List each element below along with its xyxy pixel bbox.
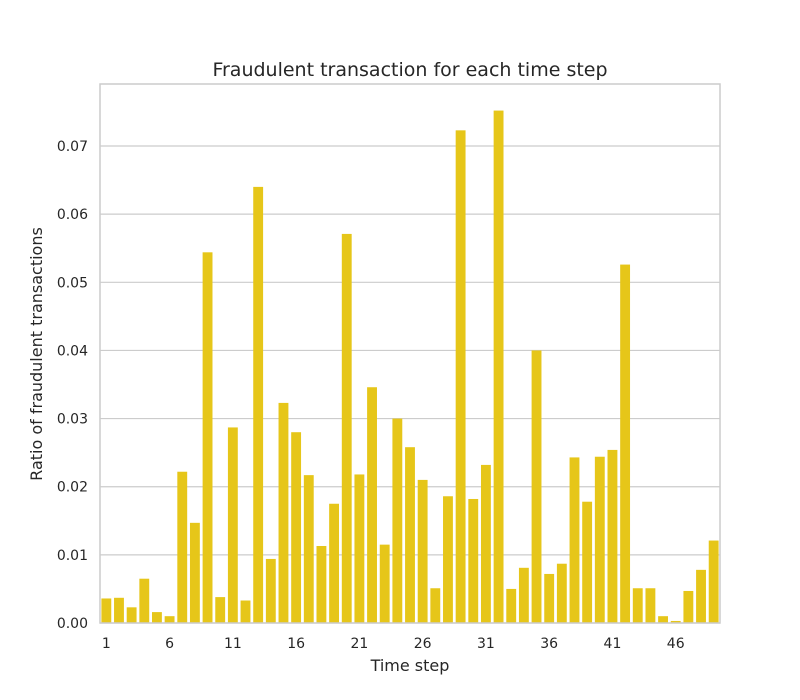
bars xyxy=(101,110,719,624)
bar-time-step-35 xyxy=(531,350,542,623)
bar-time-step-37 xyxy=(556,563,567,623)
bar-time-step-44 xyxy=(645,588,656,623)
bar-time-step-34 xyxy=(518,567,529,623)
y-tick-label: 0.07 xyxy=(57,139,88,155)
x-tick-label: 1 xyxy=(102,636,111,652)
bar-time-step-20 xyxy=(341,233,352,623)
x-tick-label: 26 xyxy=(414,636,432,652)
y-tick-label: 0.01 xyxy=(57,548,88,564)
bar-time-step-4 xyxy=(139,578,150,623)
bar-time-step-42 xyxy=(620,264,631,623)
bar-time-step-27 xyxy=(430,588,441,623)
bar-time-step-32 xyxy=(493,110,504,624)
bar-time-step-13 xyxy=(253,186,264,623)
bar-time-step-36 xyxy=(544,573,555,623)
bar-time-step-45 xyxy=(658,616,668,623)
x-axis-label: Time step xyxy=(370,656,450,675)
bar-time-step-29 xyxy=(455,130,466,623)
x-tick-label: 11 xyxy=(224,636,242,652)
x-tick-label: 36 xyxy=(540,636,558,652)
bar-time-step-19 xyxy=(329,503,340,623)
bar-time-step-39 xyxy=(582,501,593,623)
y-tick-label: 0.02 xyxy=(57,480,88,496)
x-tick-label: 21 xyxy=(350,636,368,652)
bar-time-step-3 xyxy=(126,607,137,623)
bar-time-step-30 xyxy=(468,498,479,623)
bar-time-step-25 xyxy=(405,447,415,623)
bar-time-step-14 xyxy=(265,558,276,623)
bar-time-step-49 xyxy=(708,540,719,623)
y-tick-label: 0.00 xyxy=(57,616,88,632)
bar-time-step-9 xyxy=(202,252,213,623)
bar-time-step-38 xyxy=(569,457,580,623)
bar-time-step-18 xyxy=(316,546,327,623)
bar-time-step-7 xyxy=(177,471,188,623)
bar-time-step-40 xyxy=(594,456,605,623)
bar-time-step-23 xyxy=(379,544,390,623)
bar-time-step-15 xyxy=(278,402,289,623)
y-axis-label: Ratio of fraudulent transactions xyxy=(27,227,46,481)
bar-time-step-33 xyxy=(506,588,517,623)
bar-time-step-6 xyxy=(164,616,175,623)
bar-time-step-1 xyxy=(101,598,112,623)
y-tick-label: 0.03 xyxy=(57,412,88,428)
x-axis-ticks: 1 6 11 16 21 26 31 36 41 46 xyxy=(102,636,685,652)
bar-time-step-24 xyxy=(392,418,403,623)
bar-time-step-22 xyxy=(367,387,377,623)
bar-time-step-5 xyxy=(152,612,162,623)
bar-time-step-47 xyxy=(683,590,694,623)
bar-time-step-46 xyxy=(670,620,681,623)
x-tick-label: 31 xyxy=(477,636,495,652)
bar-time-step-12 xyxy=(240,600,251,623)
bar-time-step-2 xyxy=(114,597,124,623)
bar-time-step-28 xyxy=(443,496,453,623)
bar-time-step-48 xyxy=(696,569,706,623)
plot-frame xyxy=(99,83,721,624)
x-tick-label: 46 xyxy=(667,636,685,652)
x-tick-label: 6 xyxy=(165,636,174,652)
bar-time-step-31 xyxy=(480,464,491,623)
bar-time-step-21 xyxy=(354,474,365,623)
x-tick-label: 41 xyxy=(604,636,622,652)
bar-time-step-8 xyxy=(189,522,200,623)
bar-time-step-41 xyxy=(607,449,618,623)
bar-time-step-11 xyxy=(227,427,238,623)
chart-title: Fraudulent transaction for each time ste… xyxy=(212,59,607,81)
y-tick-label: 0.05 xyxy=(57,275,88,291)
y-tick-label: 0.06 xyxy=(57,207,88,223)
bar-time-step-10 xyxy=(215,597,226,623)
y-axis-ticks: 0.00 0.01 0.02 0.03 0.04 0.05 0.06 0.07 xyxy=(57,139,88,632)
bar-time-step-43 xyxy=(632,588,643,623)
bar-time-step-16 xyxy=(291,432,302,623)
y-tick-label: 0.04 xyxy=(57,343,88,359)
bar-time-step-26 xyxy=(417,479,428,623)
bar-time-step-17 xyxy=(303,475,314,623)
x-tick-label: 16 xyxy=(287,636,305,652)
